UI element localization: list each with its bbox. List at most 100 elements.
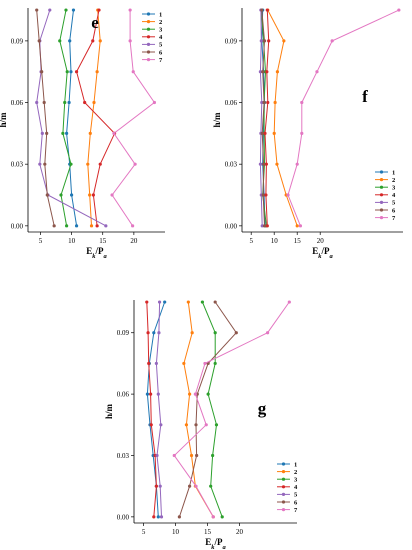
data-point-5: [38, 162, 42, 166]
data-point-7: [131, 224, 135, 228]
x-tick-label: 15: [99, 237, 107, 245]
data-point-4: [97, 8, 101, 12]
data-point-4: [149, 423, 153, 427]
x-tick-label: 5: [142, 528, 146, 536]
x-tick-label: 10: [271, 237, 279, 245]
legend-label-3: 3: [392, 185, 396, 192]
data-point-6: [177, 515, 181, 519]
data-point-6: [37, 39, 41, 43]
data-point-6: [234, 331, 238, 335]
data-point-6: [45, 131, 49, 135]
data-point-5: [35, 100, 39, 105]
data-point-5: [154, 361, 158, 366]
data-point-3: [63, 100, 67, 105]
legend-marker-1: [281, 462, 286, 466]
series-4: [145, 300, 158, 519]
data-point-6: [260, 8, 264, 12]
data-point-7: [295, 162, 299, 166]
data-point-5: [158, 484, 162, 488]
data-point-5: [159, 515, 164, 519]
data-point-6: [188, 484, 192, 488]
data-point-5: [104, 224, 108, 228]
x-tick-label: 20: [130, 237, 138, 245]
data-point-4: [98, 162, 102, 166]
legend-label-5: 5: [159, 42, 163, 49]
data-point-5: [155, 453, 159, 458]
data-point-2: [189, 453, 194, 458]
data-point-4: [74, 70, 79, 74]
data-point-5: [258, 70, 262, 74]
data-point-6: [35, 8, 39, 12]
data-point-7: [152, 100, 157, 105]
data-point-1: [156, 515, 160, 519]
legend-label-2: 2: [159, 19, 162, 26]
x-tick-label: 5: [39, 237, 43, 245]
series-line-3: [59, 10, 72, 226]
legend-label-6: 6: [392, 207, 396, 214]
data-point-7: [300, 100, 304, 105]
legend-marker-4: [379, 193, 384, 197]
series-line-7: [111, 10, 156, 227]
series-5: [154, 300, 164, 519]
y-tick-label: 0.00: [11, 222, 24, 230]
y-tick-label: 0.03: [225, 161, 238, 169]
data-point-4: [145, 300, 149, 304]
data-point-7: [128, 39, 132, 43]
series-6: [260, 8, 267, 228]
series-6: [35, 8, 56, 228]
data-point-4: [91, 193, 95, 197]
series-4: [74, 8, 117, 228]
legend-label-2: 2: [294, 469, 297, 476]
data-point-1: [67, 100, 71, 105]
data-point-4: [91, 39, 95, 43]
data-point-1: [68, 39, 72, 43]
data-point-6: [194, 423, 198, 427]
panel-label: e: [91, 13, 99, 32]
data-point-4: [154, 484, 158, 488]
data-point-4: [263, 131, 267, 135]
data-point-4: [266, 100, 270, 105]
data-point-6: [262, 100, 266, 105]
legend-marker-5: [146, 42, 151, 47]
y-tick-label: 0.03: [117, 452, 130, 460]
series-6: [177, 300, 238, 519]
data-point-6: [52, 224, 56, 228]
legend-label-2: 2: [392, 177, 395, 184]
series-line-3: [201, 301, 223, 518]
series-line-5: [155, 301, 162, 517]
data-point-6: [262, 39, 267, 43]
x-tick-label: 15: [294, 237, 302, 245]
legend-marker-5: [281, 492, 286, 496]
data-point-7: [193, 392, 197, 396]
data-point-6: [43, 162, 47, 166]
legend-label-4: 4: [159, 34, 163, 41]
data-point-4: [265, 70, 269, 74]
data-point-3: [213, 331, 217, 335]
data-point-2: [88, 193, 92, 197]
data-point-1: [145, 392, 150, 396]
data-point-4: [83, 100, 87, 105]
data-point-1: [69, 70, 73, 74]
data-point-2: [275, 162, 279, 166]
data-point-5: [259, 39, 263, 43]
y-tick-label: 0.06: [117, 391, 130, 399]
data-point-7: [110, 193, 114, 197]
series-3: [200, 300, 224, 519]
y-tick-label: 0.09: [225, 37, 238, 45]
data-point-2: [182, 361, 186, 366]
y-axis-title: h/m: [0, 112, 8, 128]
series-line-6: [178, 301, 237, 518]
x-tick-label: 10: [172, 528, 180, 536]
data-point-7: [131, 70, 135, 74]
data-point-3: [65, 70, 69, 74]
series-line-7: [287, 9, 400, 226]
data-point-6: [213, 300, 217, 304]
data-point-1: [74, 224, 79, 228]
y-tick-label: 0.09: [11, 37, 24, 45]
data-point-5: [159, 423, 163, 427]
series-line-6: [36, 10, 55, 226]
series-2: [266, 8, 299, 228]
